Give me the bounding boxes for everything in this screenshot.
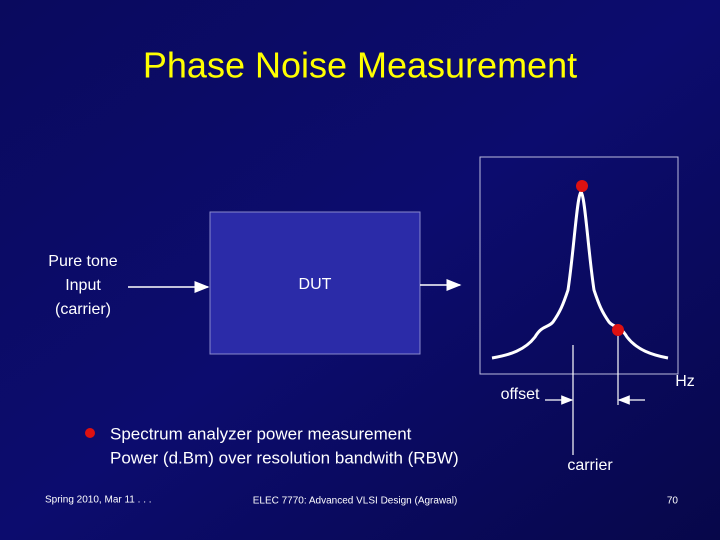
spectrum-box bbox=[479, 156, 679, 375]
offset-label: offset bbox=[501, 386, 540, 403]
footer-center: ELEC 7770: Advanced VLSI Design (Agrawal… bbox=[253, 496, 458, 507]
input-label: Pure tone bbox=[48, 253, 117, 270]
carrier-label: carrier bbox=[567, 457, 613, 474]
unit-label: Hz bbox=[675, 373, 695, 390]
bullet-text: Spectrum analyzer power measurement bbox=[110, 424, 412, 443]
footer-right: 70 bbox=[667, 496, 679, 507]
offset-dot bbox=[612, 324, 624, 336]
dut-box bbox=[209, 211, 421, 355]
footer-left: Spring 2010, Mar 11 . . . bbox=[45, 495, 152, 506]
carrier-dot bbox=[576, 180, 588, 192]
input-label: Input bbox=[65, 277, 101, 294]
bullet-text: Power (d.Bm) over resolution bandwith (R… bbox=[110, 448, 459, 467]
title: Phase Noise Measurement bbox=[143, 45, 577, 86]
dut-label: DUT bbox=[299, 276, 332, 293]
bullet-dot bbox=[85, 428, 95, 438]
input-label: (carrier) bbox=[55, 301, 111, 318]
